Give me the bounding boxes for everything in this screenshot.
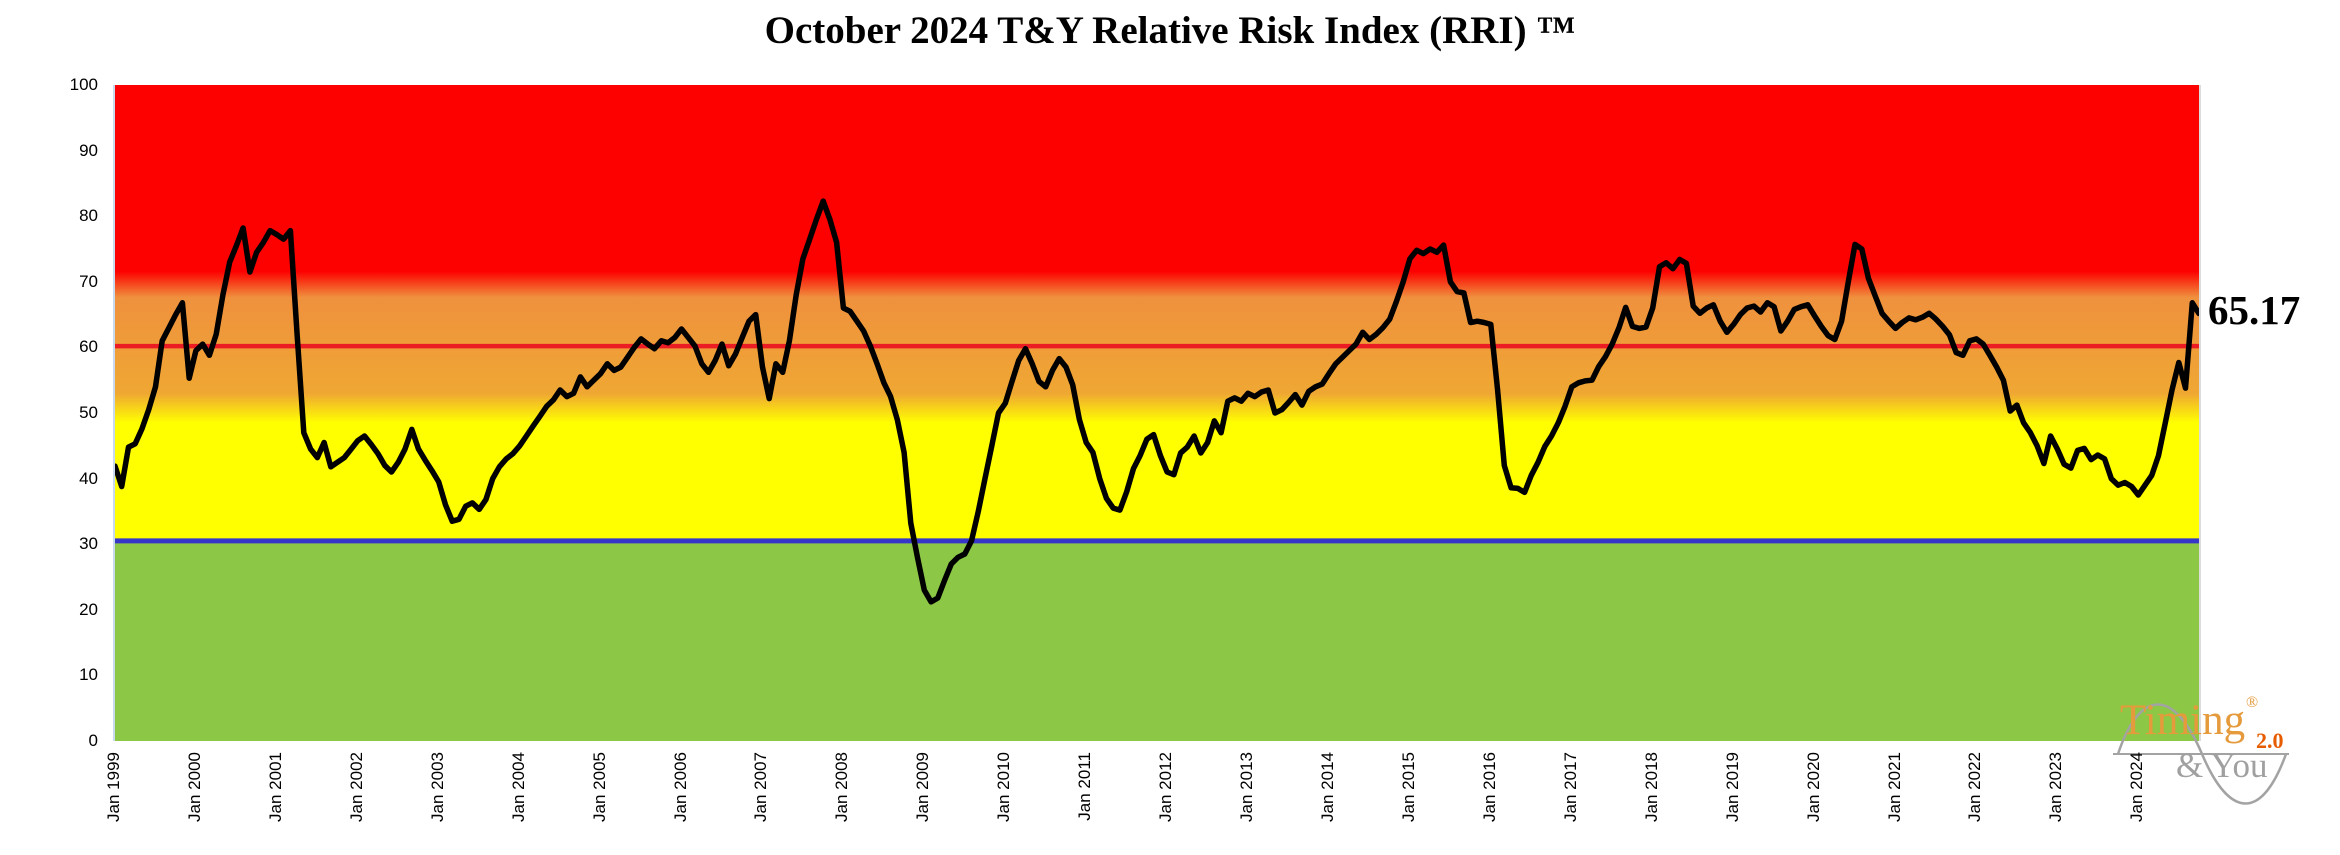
y-axis-label: 50 <box>79 403 98 422</box>
y-axis-label: 0 <box>88 731 98 750</box>
x-axis-label: Jan 2020 <box>1803 752 1823 822</box>
chart-title: October 2024 T&Y Relative Risk Index (RR… <box>764 9 1576 52</box>
x-axis-label: Jan 2024 <box>2127 752 2147 822</box>
logo-version: 2.0 <box>2256 728 2284 753</box>
logo-word-and-you: & You <box>2176 746 2268 785</box>
x-axis-label: Jan 2010 <box>994 752 1014 822</box>
y-axis-label: 20 <box>79 599 98 619</box>
y-axis-label: 100 <box>69 75 98 94</box>
x-axis-label: Jan 2011 <box>1075 752 1095 821</box>
x-axis-label: Jan 2012 <box>1156 752 1176 822</box>
x-axis-label: Jan 2017 <box>1560 752 1580 822</box>
x-axis-label: Jan 2008 <box>832 752 852 822</box>
y-axis-label: 80 <box>79 206 98 226</box>
x-axis-label: Jan 1999 <box>104 752 123 822</box>
x-axis-label: Jan 2000 <box>184 752 204 822</box>
x-axis-label: Jan 2022 <box>1965 752 1985 822</box>
x-axis-label: Jan 2002 <box>346 752 366 822</box>
x-axis-label: Jan 2003 <box>427 752 447 822</box>
y-axis-label: 90 <box>79 140 98 160</box>
y-axis-label: 60 <box>79 337 98 357</box>
x-axis-label: Jan 2016 <box>1479 752 1499 822</box>
logo-word-timing: Timing <box>2120 697 2246 744</box>
y-axis-label: 70 <box>79 271 98 291</box>
x-axis-label: Jan 2015 <box>1398 752 1418 822</box>
registered-mark-icon: ® <box>2246 694 2259 711</box>
x-axis-label: Jan 2018 <box>1641 752 1661 822</box>
x-axis-label: Jan 2007 <box>751 752 771 822</box>
rri-series-line <box>115 198 2199 605</box>
x-axis-label: Jan 2005 <box>589 752 609 822</box>
x-axis-label: Jan 2013 <box>1237 752 1257 822</box>
plot-area: Timing ® 2.0 & You <box>113 85 2289 805</box>
y-axis-label: 10 <box>79 665 98 685</box>
x-axis-label: Jan 2004 <box>508 752 528 822</box>
x-axis-label: Jan 2023 <box>2046 752 2066 822</box>
x-axis-label: Jan 2019 <box>1722 752 1742 822</box>
y-axis-label: 40 <box>79 468 98 488</box>
x-axis-label: Jan 2021 <box>1884 752 1904 822</box>
x-axis-label: Jan 2001 <box>265 752 285 822</box>
x-axis-label: Jan 2006 <box>670 752 690 822</box>
sine-wave-icon <box>2113 703 2289 805</box>
y-axis-label: 30 <box>79 534 98 554</box>
rri-line-chart <box>115 198 2199 605</box>
current-value-label: 65.17 <box>2208 287 2301 334</box>
timing-and-you-logo: Timing ® 2.0 & You <box>2110 682 2295 814</box>
x-axis-label: Jan 2009 <box>913 752 933 822</box>
x-axis-label: Jan 2014 <box>1317 752 1337 822</box>
